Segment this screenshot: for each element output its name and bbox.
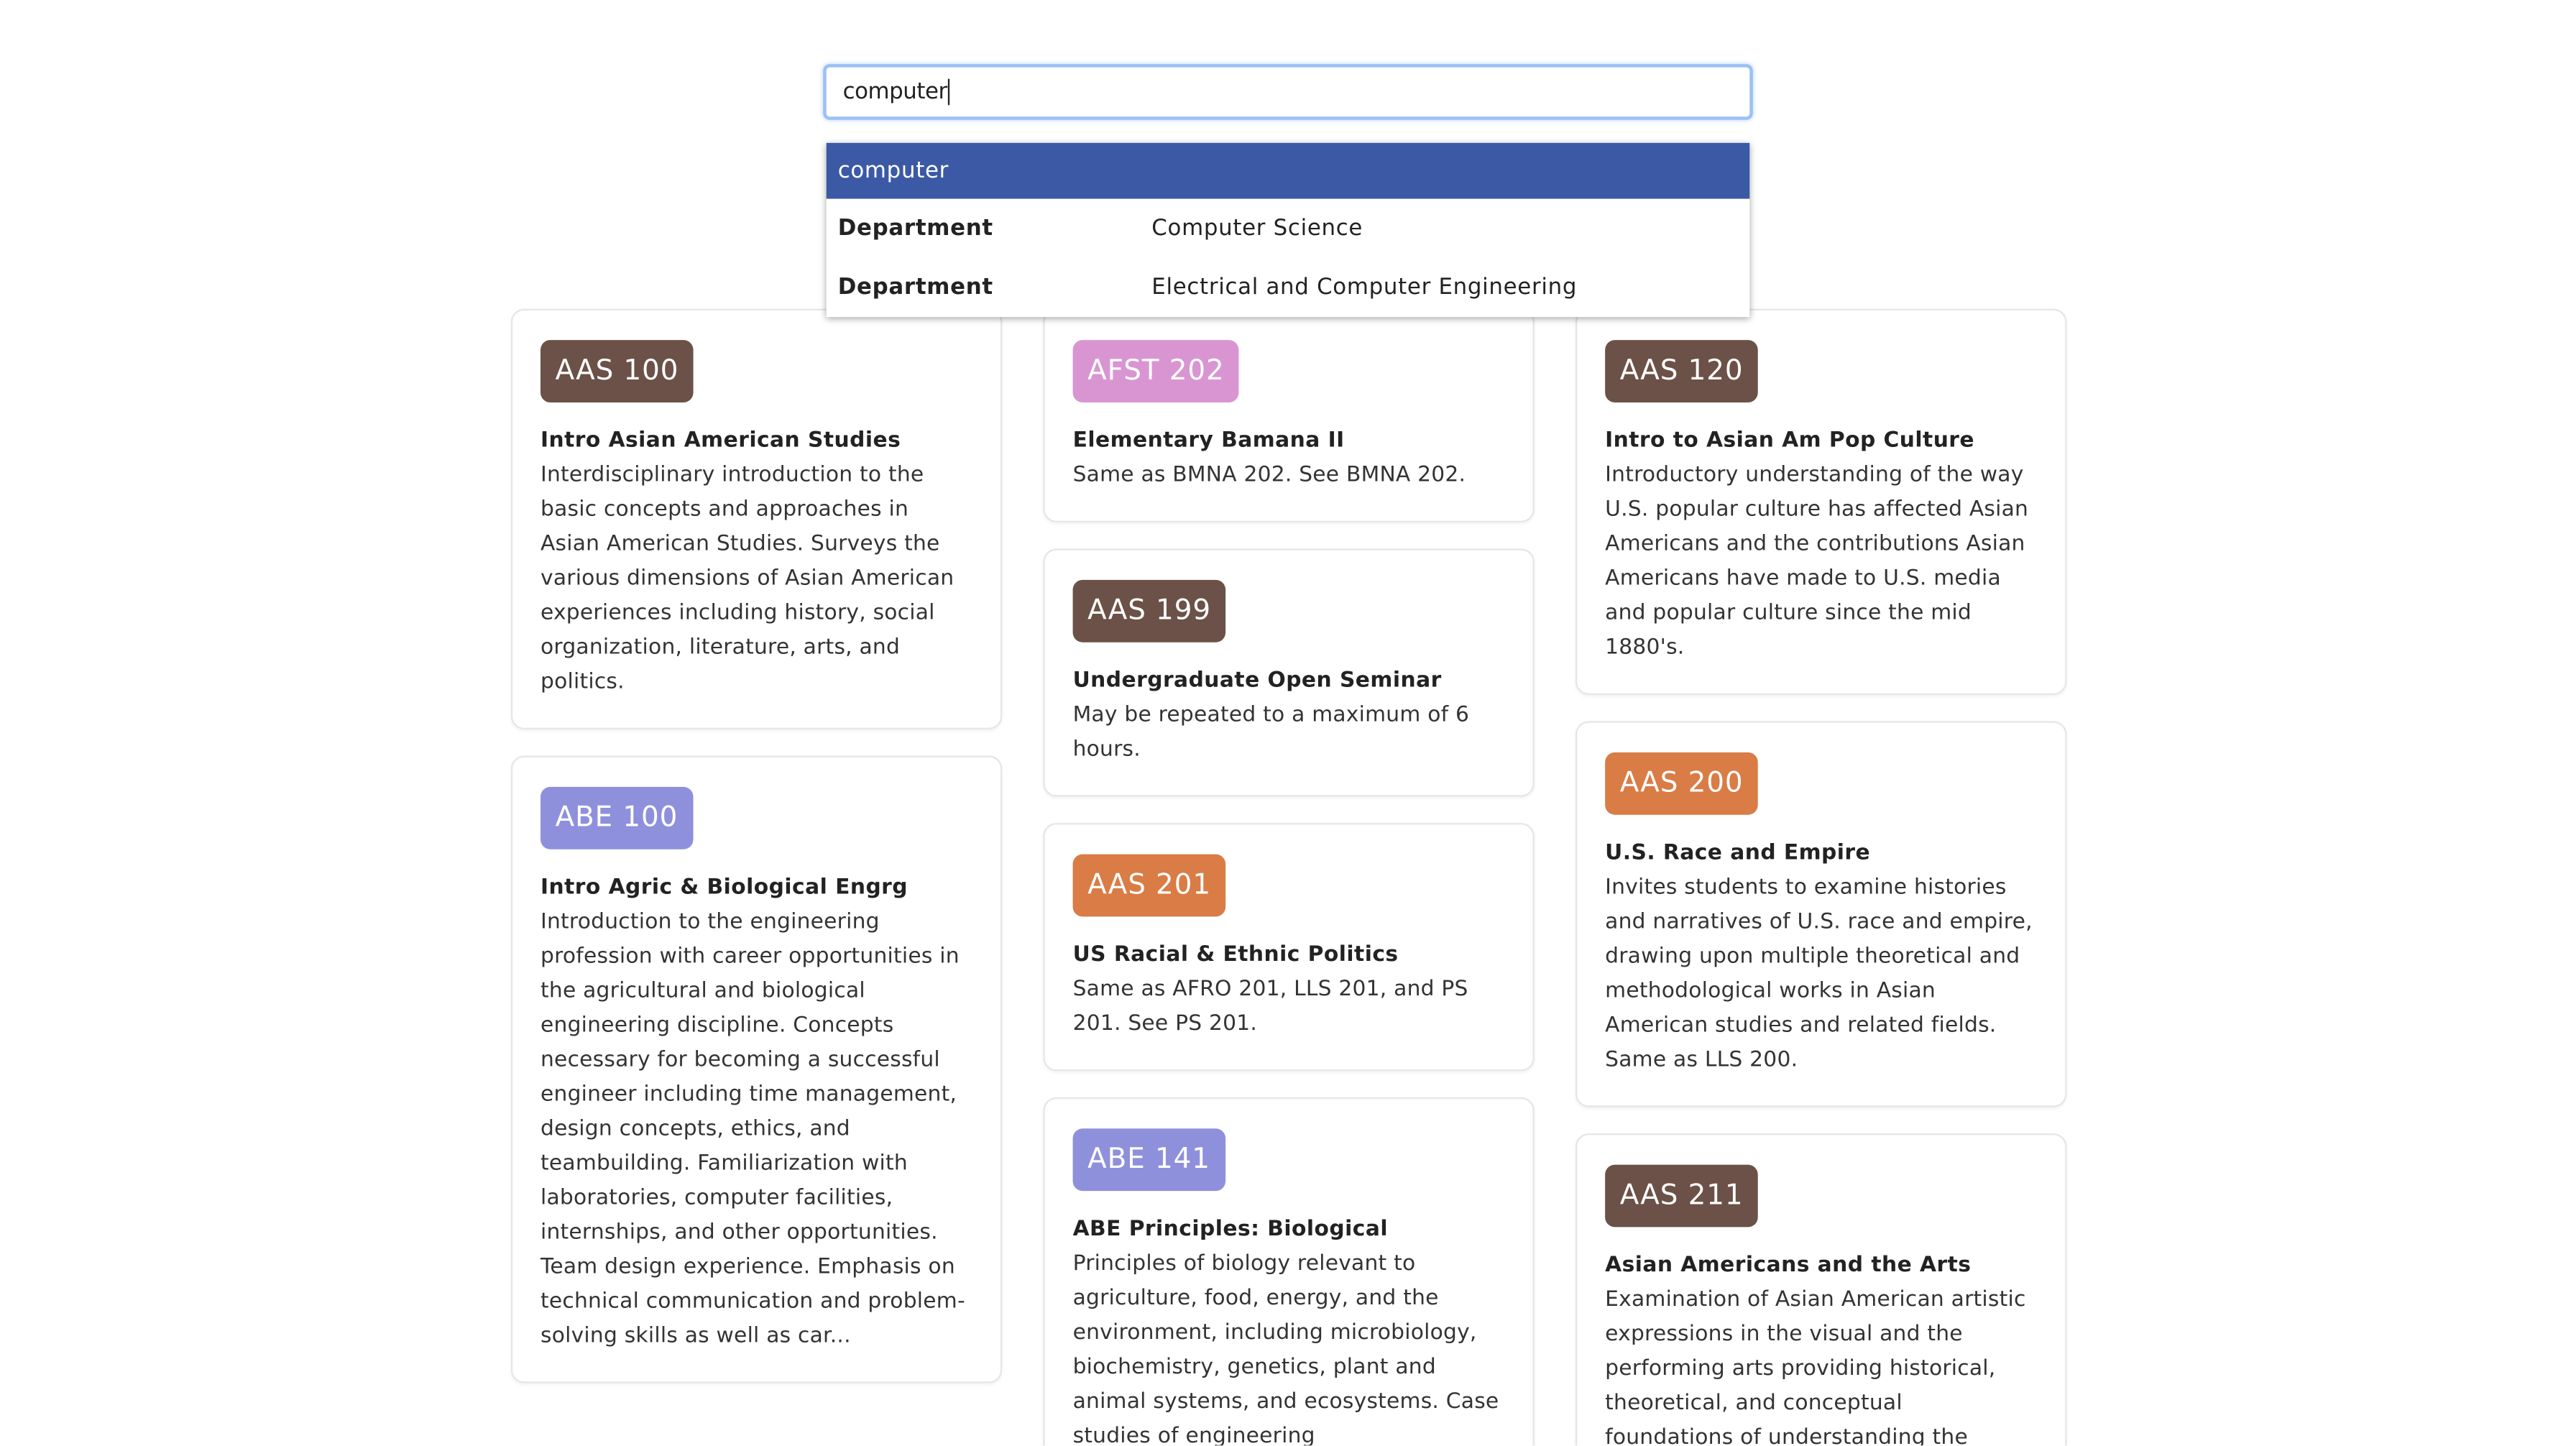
course-description: Same as BMNA 202. See BMNA 202. bbox=[1072, 463, 1466, 488]
course-description: Introductory understanding of the way U.… bbox=[1605, 463, 2029, 660]
column: AAS 120 Intro to Asian Am Pop Culture Intr… bbox=[1575, 308, 2067, 1446]
course-card[interactable]: AAS 100 Intro Asian American Studies Inter… bbox=[510, 308, 1003, 729]
suggestion-label: Department bbox=[837, 274, 993, 301]
suggestion[interactable]: Department Electrical and Computer Engine… bbox=[827, 258, 1750, 317]
course-card[interactable]: AFST 202 Elementary Bamana II Same as BMNA… bbox=[1043, 308, 1535, 522]
suggestion-value: Computer Science bbox=[1151, 215, 1363, 241]
course-code: ABE 100 bbox=[540, 786, 693, 849]
course-code: AAS 199 bbox=[1072, 579, 1226, 643]
course-code: AFST 202 bbox=[1072, 340, 1240, 402]
course-card[interactable]: AAS 200 U.S. Race and Empire Invites stude… bbox=[1575, 721, 2067, 1107]
column: AFST 202 Elementary Bamana II Same as BMNA… bbox=[1043, 308, 1535, 1446]
course-code: AAS 211 bbox=[1605, 1164, 1759, 1228]
course-description: Introduction to the engineering professi… bbox=[540, 910, 965, 1349]
suggestions: computer Department Computer Science Depart… bbox=[826, 142, 1750, 318]
suggestion-text: computer bbox=[837, 157, 949, 184]
course-card[interactable]: ABE 141 ABE Principles: Biological Princip… bbox=[1043, 1097, 1535, 1446]
suggestion-label: Department bbox=[837, 215, 993, 241]
suggestion[interactable]: computer bbox=[826, 142, 1750, 199]
course-description: Same as AFRO 201, LLS 201, and PS 201. S… bbox=[1072, 977, 1468, 1037]
course-code: AAS 200 bbox=[1605, 752, 1759, 815]
course-grid: AAS 100 Intro Asian American Studies Inter… bbox=[510, 308, 2067, 1446]
course-title: Asian Americans and the Arts bbox=[1605, 1253, 1972, 1279]
course-description: Interdisciplinary introduction to the ba… bbox=[540, 463, 954, 695]
course-description: Principles of biology relevant to agricu… bbox=[1072, 1251, 1499, 1446]
course-title: US Racial & Ethnic Politics bbox=[1072, 942, 1399, 968]
course-code: AAS 201 bbox=[1072, 854, 1226, 917]
course-card[interactable]: AAS 120 Intro to Asian Am Pop Culture Intr… bbox=[1575, 308, 2067, 695]
course-code: ABE 141 bbox=[1072, 1128, 1225, 1192]
search-text: computer bbox=[842, 78, 948, 106]
search-input[interactable]: computer bbox=[823, 64, 1753, 120]
course-title: Undergraduate Open Seminar bbox=[1072, 668, 1442, 694]
course-card[interactable]: AAS 211 Asian Americans and the Arts Exami… bbox=[1575, 1133, 2067, 1446]
course-description: May be repeated to a maximum of 6 hours. bbox=[1072, 703, 1470, 763]
course-title: Elementary Bamana II bbox=[1072, 428, 1345, 453]
course-description: Examination of Asian American artistic e… bbox=[1605, 1287, 2026, 1446]
course-title: Intro Asian American Studies bbox=[540, 428, 901, 453]
course-card[interactable]: AAS 201 US Racial & Ethnic Politics Same a… bbox=[1043, 823, 1535, 1072]
course-title: U.S. Race and Empire bbox=[1605, 841, 1871, 866]
course-code: AAS 100 bbox=[540, 340, 694, 402]
caret bbox=[947, 78, 949, 106]
course-title: ABE Principles: Biological bbox=[1072, 1217, 1388, 1242]
suggestion-value: Electrical and Computer Engineering bbox=[1151, 274, 1578, 301]
course-title: Intro to Asian Am Pop Culture bbox=[1605, 428, 1975, 453]
column: AAS 100 Intro Asian American Studies Inter… bbox=[510, 308, 1003, 1446]
course-card[interactable]: AAS 199 Undergraduate Open Seminar May be … bbox=[1043, 548, 1535, 797]
course-title: Intro Agric & Biological Engrg bbox=[540, 875, 908, 901]
course-card[interactable]: ABE 100 Intro Agric & Biological Engrg Int… bbox=[510, 755, 1003, 1383]
course-code: AAS 120 bbox=[1605, 340, 1759, 402]
course-description: Invites students to examine histories an… bbox=[1605, 875, 2033, 1073]
suggestion[interactable]: Department Computer Science bbox=[827, 199, 1750, 258]
